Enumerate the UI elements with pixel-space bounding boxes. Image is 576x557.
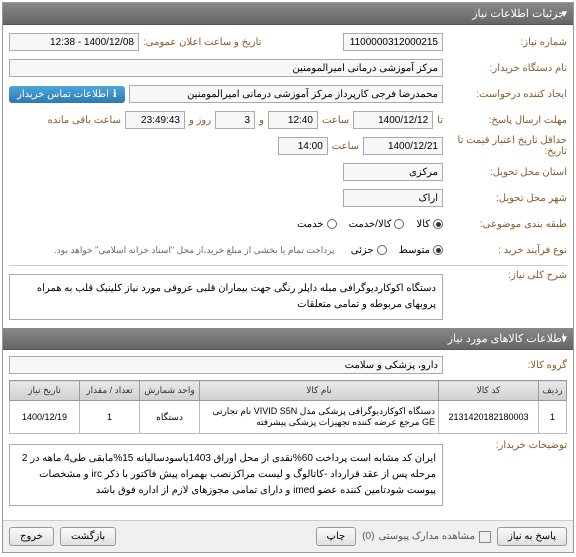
history-time: 14:00 [278,137,328,155]
and-label: و [259,115,264,126]
collapse-icon[interactable]: ▾ [561,332,567,345]
cell-row: 1 [539,401,567,434]
announce-datetime: 1400/12/08 - 12:38 [9,33,139,51]
radio-dot-icon [377,245,387,255]
cell-date: 1400/12/19 [10,401,80,434]
col-qty: تعداد / مقدار [80,381,140,401]
group-value: دارو، پزشکی و سلامت [9,356,443,374]
radio-dot-icon [433,219,443,229]
goods-header: ▾ اطلاعات کالاهای مورد نیاز [3,328,573,350]
table-row[interactable]: 1 2131420182180003 دستگاه اکوکاردیوگرافی… [10,401,567,434]
goods-title: اطلاعات کالاهای مورد نیاز [448,333,565,345]
close-button[interactable]: خروج [9,527,54,546]
announce-label: تاریخ و ساعت اعلان عمومی: [143,37,262,48]
attach-label: مشاهده مدارک پیوستی [378,531,475,542]
cell-code: 2131420182180003 [439,401,539,434]
class-option-goods[interactable]: کالا [416,219,443,230]
history-date: 1400/12/21 [363,137,443,155]
panel-title: جزئیات اطلاعات نیاز [472,8,565,20]
need-no: 1100000312000215 [343,33,443,51]
col-name: نام کالا [200,381,439,401]
remain-time: 23:49:43 [125,111,185,129]
buyer-name: مرکز آموزشی درمانی امیرالمومنین [9,59,443,77]
back-button[interactable]: بازگشت [60,527,116,546]
requester-name: محمدرضا فرجی کارپرداز مرکز آموزشی درمانی… [129,85,443,103]
time-label-1: ساعت [322,115,349,126]
attach-count: (0) [362,531,374,542]
need-no-label: شماره نیاز: [447,37,567,48]
col-unit: واحد شمارش [140,381,200,401]
buy-option-minor[interactable]: جزئی [351,245,387,256]
buy-option-medium[interactable]: متوسط [399,245,443,256]
cell-unit: دستگاه [140,401,200,434]
view-attachments-button[interactable]: مشاهده مدارک پیوستی (0) [362,531,491,543]
need-info-panel: ▾ جزئیات اطلاعات نیاز شماره نیاز: 110000… [2,2,574,553]
reply-deadline-label: مهلت ارسال پاسخ: [447,115,567,126]
class-option-mixed[interactable]: کالا/خدمت [349,219,405,230]
city: اراک [343,189,443,207]
buy-type-radio-group: متوسط جزئی [351,245,443,256]
col-date: تاریخ نیاز [10,381,80,401]
contact-buyer-button[interactable]: ℹ اطلاعات تماس خریدار [9,86,125,103]
day-label: روز و [189,115,211,126]
col-code: کد کالا [439,381,539,401]
col-row: ردیف [539,381,567,401]
class-radio-group: کالا کالا/خدمت خدمت [297,219,443,230]
group-label: گروه کالا: [447,360,567,371]
cell-name: دستگاه اکوکاردیوگرافی پزشکی مدل VIVID S5… [200,401,439,434]
remain-days: 3 [215,111,255,129]
reply-button[interactable]: پاسخ به نیاز [497,527,567,546]
city-label: شهر محل تحویل: [447,193,567,204]
to-label: تا [437,115,443,126]
cell-qty: 1 [80,401,140,434]
province: مرکزی [343,163,443,181]
province-label: استان محل تحویل: [447,167,567,178]
reply-date: 1400/12/12 [353,111,433,129]
buy-note: پرداخت تمام یا بخشی از مبلغ خرید،از محل … [54,245,334,256]
radio-dot-icon [433,245,443,255]
requester-label: ایجاد کننده درخواست: [447,89,567,100]
collapse-icon[interactable]: ▾ [561,7,567,20]
summary-text: دستگاه اکوکاردیوگرافی مبله داپلر رنگی جه… [9,274,443,320]
contact-label: اطلاعات تماس خریدار [17,89,109,100]
radio-dot-icon [394,219,404,229]
notes-text: ایران کد مشابه است پرداخت 60%نقدی از محل… [9,444,443,506]
print-button[interactable]: چاپ [316,527,357,546]
buy-type-label: نوع فرآیند خرید : [447,245,567,256]
class-option-service[interactable]: خدمت [297,219,337,230]
remain-suffix: ساعت باقی مانده [48,115,121,126]
attachment-icon [479,531,491,543]
goods-table: ردیف کد کالا نام کالا واحد شمارش تعداد /… [9,380,567,434]
reply-time: 12:40 [268,111,318,129]
table-header-row: ردیف کد کالا نام کالا واحد شمارش تعداد /… [10,381,567,401]
class-label: طبقه بندی موضوعی: [447,219,567,230]
footer-bar: پاسخ به نیاز مشاهده مدارک پیوستی (0) چاپ… [3,520,573,552]
notes-label: توضیحات خریدار: [447,440,567,451]
radio-dot-icon [327,219,337,229]
summary-label: شرح کلی نیاز: [447,270,567,281]
time-label-2: ساعت [332,141,359,152]
info-icon: ℹ [113,89,117,100]
history-label: حداقل تاریخ اعتبار قیمت تا تاریخ: [447,135,567,157]
panel-header: ▾ جزئیات اطلاعات نیاز [3,3,573,25]
buyer-label: نام دستگاه خریدار: [447,63,567,74]
